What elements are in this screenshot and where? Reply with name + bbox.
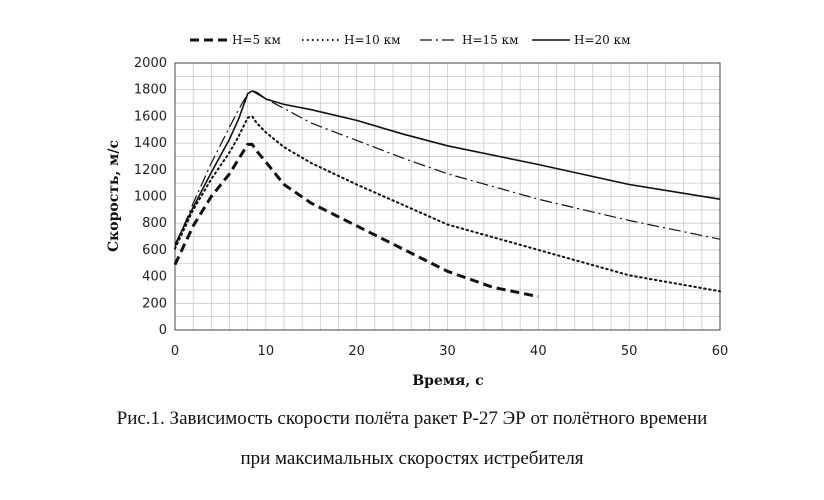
series-line-3 — [174, 90, 721, 248]
line-chart: 0 200 400 600 800 1000 1200 1400 1600 1800 2000 0 1… — [106, 33, 728, 389]
x-tick-labels: 0 10 20 30 40 50 60 — [171, 344, 728, 359]
y-tick-label: 2000 — [134, 56, 167, 71]
y-tick-label: 1800 — [134, 83, 167, 98]
series-line-2 — [174, 115, 721, 293]
series-line-1 — [173, 142, 539, 299]
y-tick-label: 600 — [142, 243, 167, 258]
x-tick-label: 60 — [712, 344, 729, 359]
legend-label-3: H=15 км — [462, 33, 518, 47]
y-axis-label: Скорость, м/с — [106, 140, 122, 252]
y-tick-label: 1600 — [134, 109, 167, 124]
y-tick-label: 1400 — [134, 136, 167, 151]
plot-frame — [174, 62, 721, 331]
legend-label-4: H=20 км — [574, 33, 630, 47]
x-tick-label: 50 — [621, 344, 638, 359]
y-tick-label: 0 — [159, 323, 167, 338]
y-tick-label: 1200 — [134, 163, 167, 178]
y-tick-label: 200 — [142, 296, 167, 311]
x-tick-label: 30 — [439, 344, 456, 359]
y-tick-label: 400 — [142, 270, 167, 285]
y-tick-label: 800 — [142, 216, 167, 231]
figure-caption-line-2: при максимальных скоростях истребителя — [240, 448, 584, 469]
y-tick-labels: 0 200 400 600 800 1000 1200 1400 1600 1800 2000 — [134, 56, 167, 338]
legend: H=5 км H=10 км H=15 км H=20 км — [190, 33, 630, 47]
x-tick-label: 40 — [530, 344, 547, 359]
x-tick-label: 0 — [171, 344, 179, 359]
series-line-4 — [174, 90, 721, 245]
legend-label-2: H=10 км — [344, 33, 400, 47]
x-tick-label: 10 — [258, 344, 275, 359]
y-tick-label: 1000 — [134, 190, 167, 205]
figure-caption-line-1: Рис.1. Зависимость скорости полёта ракет… — [116, 408, 708, 429]
x-axis-label: Время, с — [412, 373, 483, 389]
series-lines — [173, 90, 721, 299]
x-tick-label: 20 — [348, 344, 365, 359]
legend-label-1: H=5 км — [232, 33, 281, 47]
grid — [174, 62, 721, 331]
